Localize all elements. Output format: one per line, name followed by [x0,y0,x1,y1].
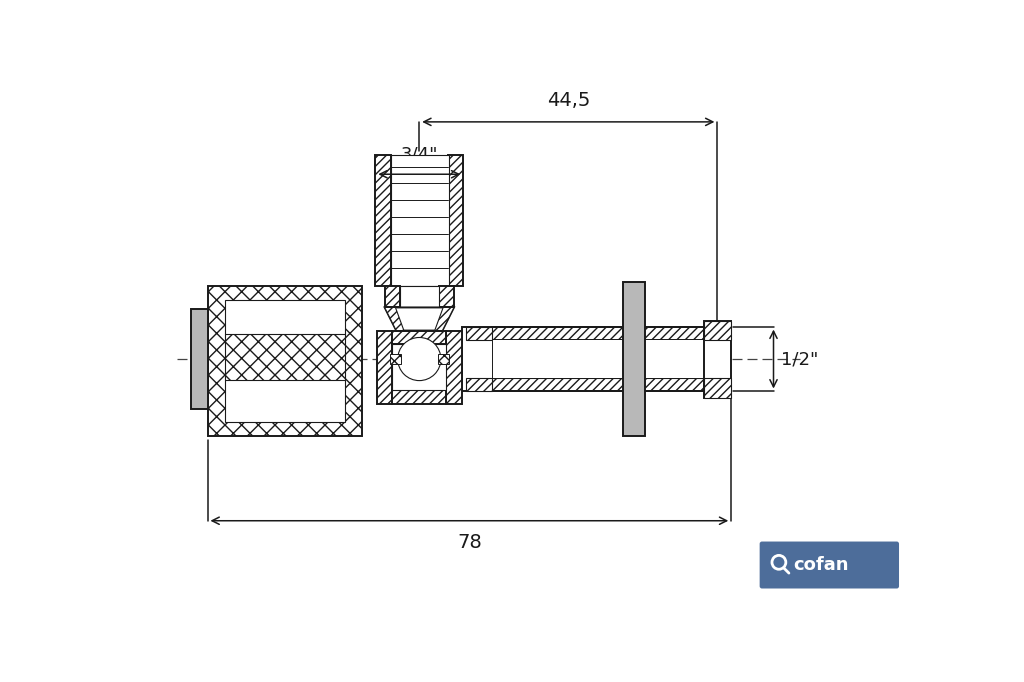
Bar [400,286,438,308]
Bar [438,286,454,308]
Bar [208,286,361,436]
Bar [224,380,345,422]
Polygon shape [385,308,403,331]
Bar [190,309,208,409]
Bar [391,155,449,286]
Bar [493,379,705,391]
Bar [446,331,462,404]
Bar [462,327,493,391]
Bar [705,379,731,398]
Bar [705,321,731,398]
Bar [493,340,705,379]
Bar [392,331,446,344]
Text: 78: 78 [457,533,481,552]
Bar [466,327,493,340]
Text: 3/4": 3/4" [400,145,438,164]
Bar [624,282,645,436]
Bar [392,344,446,390]
Polygon shape [385,308,454,331]
Text: 44,5: 44,5 [547,91,590,110]
Polygon shape [435,308,454,331]
Bar [705,321,731,340]
Bar [466,340,493,379]
Circle shape [397,338,441,381]
Bar [392,390,446,404]
Bar [438,354,449,364]
Bar [224,300,345,334]
Text: 1/2": 1/2" [781,350,818,368]
Bar [493,327,705,340]
Bar [390,354,400,364]
Bar [385,286,400,308]
Bar [376,155,391,286]
Text: cofan: cofan [793,557,848,574]
Bar [447,155,463,286]
FancyBboxPatch shape [760,542,899,589]
Bar [377,331,392,404]
Bar [466,379,493,391]
